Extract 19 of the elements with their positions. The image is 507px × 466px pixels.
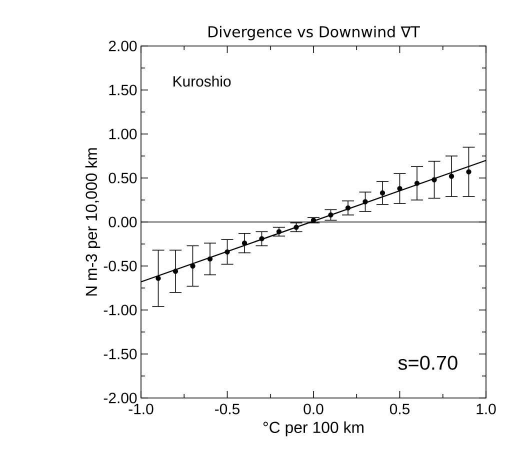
y-axis-title: N m-3 per 10,000 km (85, 148, 100, 296)
x-tick-label: -1.0 (128, 404, 154, 414)
y-tick-label: 1.00 (109, 128, 137, 140)
x-tick-label: 1.0 (476, 404, 496, 414)
annotation: Kuroshio (174, 76, 231, 87)
x-tick-label: 0.5 (390, 404, 410, 414)
y-tick-label: -2.00 (104, 392, 137, 404)
y-tick-label: 0.00 (108, 216, 137, 228)
y-tick-label: -1.50 (104, 348, 137, 360)
chart-title: Divergence vs Downwind ∇T (208, 26, 420, 40)
x-tick-label: 0.0 (304, 404, 324, 414)
y-tick-label: 0.50 (108, 172, 137, 184)
x-tick-label: -0.5 (215, 404, 240, 414)
y-tick-label: -1.00 (104, 304, 137, 316)
y-tick-label: -0.50 (104, 260, 137, 272)
y-tick-label: 2.00 (108, 40, 137, 52)
x-axis-title: °C per 100 km (263, 421, 364, 436)
annotation: s=0.70 (398, 356, 458, 370)
y-tick-label: 1.50 (109, 84, 137, 96)
